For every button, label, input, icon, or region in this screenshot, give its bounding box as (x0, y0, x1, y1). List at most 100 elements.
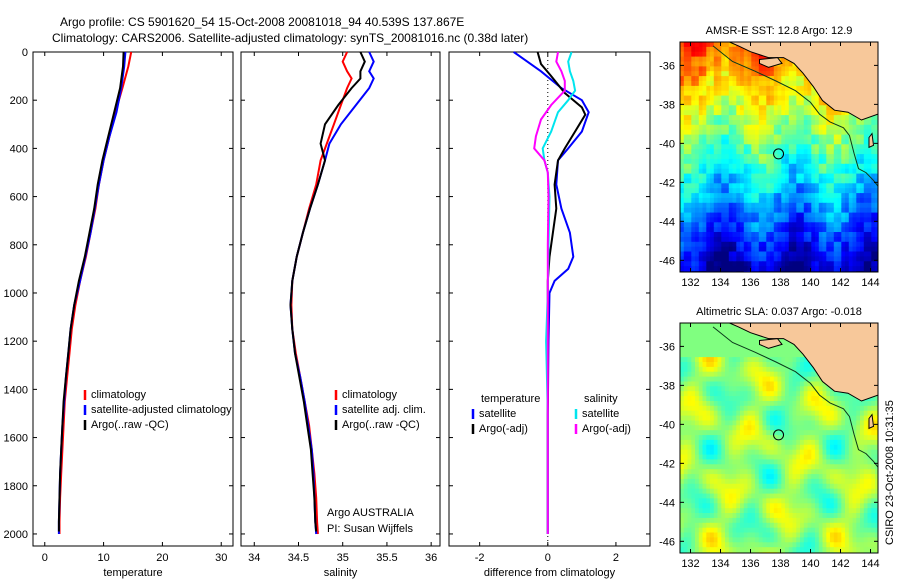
map-cell (833, 459, 839, 465)
map-cell (770, 376, 775, 383)
map-cell (687, 266, 692, 272)
map-cell (863, 405, 869, 412)
map-cell (837, 134, 842, 141)
map-cell (710, 488, 715, 495)
map-cell (863, 266, 869, 272)
map-cell (841, 134, 846, 141)
map-cell (815, 124, 820, 131)
map-cell (680, 212, 685, 219)
map-cell (800, 207, 805, 214)
map-cell (743, 100, 749, 106)
map-cell (710, 517, 715, 524)
map-cell (773, 241, 779, 248)
map-cell (766, 362, 771, 368)
map-cell (811, 217, 816, 223)
map-cell (807, 425, 812, 431)
map-cell (848, 435, 854, 441)
map-cell (725, 488, 730, 495)
map-cell (818, 415, 824, 422)
map-cell (845, 266, 850, 272)
map-cell (792, 381, 797, 387)
map-cell (683, 129, 689, 136)
map-cell (875, 173, 878, 180)
map-cell (863, 222, 869, 228)
map-cell (728, 430, 734, 436)
map-cell (758, 469, 764, 475)
map-cell (845, 478, 850, 485)
map-cell (762, 488, 767, 495)
map-cell (856, 483, 861, 490)
map-cell (736, 251, 741, 257)
map-cell (698, 503, 704, 509)
map-cell (732, 261, 737, 267)
map-cell (785, 405, 790, 412)
map-cell (770, 435, 775, 441)
map-cell (856, 202, 861, 209)
map-cell (725, 134, 730, 141)
map-cell (856, 498, 861, 504)
map-cell (762, 435, 767, 441)
map-cell (762, 110, 767, 116)
map-cell (736, 105, 741, 111)
map-cell (807, 81, 812, 87)
map-cell (710, 332, 715, 339)
map-cell (702, 51, 707, 58)
map-cell (807, 158, 812, 165)
map-cell (713, 241, 719, 248)
map-cell (725, 347, 730, 353)
map-cell (725, 251, 730, 257)
map-cell (803, 410, 809, 417)
map-cell (785, 444, 790, 451)
map-cell (792, 366, 797, 373)
map-cell (766, 158, 771, 165)
map-cell (713, 323, 719, 329)
map-cell (860, 222, 865, 228)
map-cell (773, 391, 779, 397)
map-cell (800, 193, 805, 199)
map-cell (845, 222, 850, 228)
map-cell (713, 459, 719, 465)
y-tick-label: 200 (10, 95, 28, 107)
map-cell (822, 464, 827, 470)
map-cell (710, 120, 715, 126)
map-cell (680, 474, 685, 480)
map-cell (841, 513, 846, 519)
map-cell (833, 202, 839, 209)
map-cell (698, 498, 704, 504)
map-cell (758, 488, 764, 495)
map-cell (740, 266, 745, 272)
map-cell (702, 76, 707, 82)
map-cell (740, 217, 745, 223)
map-cell (833, 212, 839, 219)
map-cell (721, 323, 726, 329)
map-cell (717, 197, 722, 204)
map-cell (792, 222, 797, 228)
map-cell (807, 212, 812, 219)
map-cell (863, 158, 869, 165)
map-cell (683, 391, 689, 397)
map-cell (695, 401, 700, 407)
map-cell (826, 488, 831, 495)
y-tick-label: -44 (659, 216, 675, 228)
map-cell (751, 439, 756, 446)
map-cell (743, 332, 749, 339)
map-cell (841, 197, 846, 204)
map-cell (830, 154, 835, 160)
map-cell (721, 120, 726, 126)
map-cell (725, 386, 730, 392)
map-cell (781, 261, 786, 267)
map-cell (728, 464, 734, 470)
map-cell (728, 197, 734, 204)
map-cell (803, 168, 809, 175)
map-cell (755, 105, 760, 111)
map-cell (826, 391, 831, 397)
map-cell (848, 207, 854, 214)
map-cell (721, 508, 726, 514)
map-cell (796, 110, 801, 116)
map-cell (811, 459, 816, 465)
map-cell (815, 100, 820, 106)
y-tick-label: -42 (659, 177, 675, 189)
map-cell (702, 144, 707, 150)
map-cell (721, 266, 726, 272)
